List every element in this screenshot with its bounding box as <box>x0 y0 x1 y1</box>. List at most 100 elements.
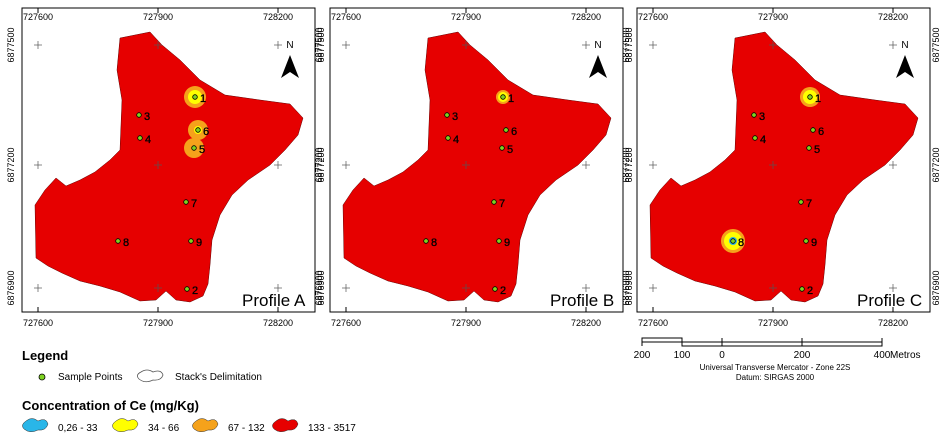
sample-point <box>445 135 451 141</box>
sample-point <box>499 145 505 151</box>
sample-label: 9 <box>811 237 817 249</box>
sample-point <box>799 286 805 292</box>
sample-point <box>195 127 201 133</box>
sample-point <box>807 94 813 100</box>
sample-label: 6 <box>818 126 824 138</box>
sample-label: 7 <box>499 198 505 210</box>
sample-point <box>806 145 812 151</box>
sample-point <box>184 286 190 292</box>
sample-label: 1 <box>815 93 821 105</box>
x-coordinate: 727600 <box>331 12 361 22</box>
stack-delimitation <box>342 31 612 303</box>
x-coordinate: 728200 <box>263 12 293 22</box>
sample-label: 5 <box>814 144 820 156</box>
y-coordinate: 6876900 <box>316 270 326 305</box>
sample-point <box>730 238 736 244</box>
scale-bar: 200 100 0 200 400 Metros Universal Transverse … <box>634 337 921 382</box>
scale-label: 100 <box>674 350 691 361</box>
class-label: 0,26 - 33 <box>58 423 98 434</box>
sample-point <box>803 238 809 244</box>
sample-label: 3 <box>452 111 458 123</box>
sample-point <box>751 112 757 118</box>
legend-item: Sample Points <box>58 372 122 383</box>
x-coordinate: 728200 <box>263 318 293 328</box>
sample-point <box>115 238 121 244</box>
sample-point <box>188 238 194 244</box>
legend-boundary-icon <box>137 369 164 383</box>
sample-label: 6 <box>203 126 209 138</box>
x-coordinate: 727900 <box>451 318 481 328</box>
legend-title: Legend <box>22 348 68 363</box>
north-arrow <box>281 55 299 78</box>
y-coordinate: 6876900 <box>931 270 941 305</box>
x-coordinate: 727900 <box>758 318 788 328</box>
sample-point <box>798 199 804 205</box>
scale-label: 200 <box>634 350 651 361</box>
class-swatch <box>272 418 299 432</box>
x-coordinate: 727900 <box>758 12 788 22</box>
north-arrow <box>896 55 914 78</box>
scale-label: 0 <box>719 350 725 361</box>
class-swatch <box>112 418 139 432</box>
sample-label: 9 <box>504 237 510 249</box>
north-label: N <box>594 40 601 51</box>
sample-label: 4 <box>760 134 766 146</box>
sample-label: 1 <box>200 93 206 105</box>
sample-label: 3 <box>144 111 150 123</box>
y-coordinate: 6876900 <box>624 270 634 305</box>
map-panel: 727600 727600 727900 727900 728200 728200 6877… <box>621 7 941 328</box>
x-coordinate: 727600 <box>638 318 668 328</box>
y-coordinate: 6877500 <box>314 27 324 62</box>
sample-label: 6 <box>511 126 517 138</box>
sample-point <box>423 238 429 244</box>
y-coordinate: 6877200 <box>621 147 631 182</box>
sample-label: 4 <box>145 134 151 146</box>
x-coordinate: 727600 <box>23 12 53 22</box>
panel-title: Profile C <box>857 291 922 310</box>
sample-point <box>500 94 506 100</box>
sample-label: 5 <box>199 144 205 156</box>
y-coordinate: 6876900 <box>6 270 16 305</box>
stack-delimitation <box>34 31 304 303</box>
y-coordinate: 6877200 <box>316 147 326 182</box>
sample-point <box>192 94 198 100</box>
sample-point <box>496 238 502 244</box>
class-swatch <box>22 418 49 432</box>
panel-title: Profile A <box>242 291 306 310</box>
sample-point <box>444 112 450 118</box>
x-coordinate: 727600 <box>331 318 361 328</box>
sample-label: 2 <box>500 285 506 297</box>
legend-item: Stack's Delimitation <box>175 372 262 383</box>
sample-label: 1 <box>508 93 514 105</box>
sample-label: 7 <box>191 198 197 210</box>
x-coordinate: 727600 <box>23 318 53 328</box>
x-coordinate: 728200 <box>571 12 601 22</box>
north-arrow <box>589 55 607 78</box>
sample-point <box>137 135 143 141</box>
north-label: N <box>901 40 908 51</box>
class-swatch <box>192 418 219 432</box>
sample-label: 8 <box>738 237 744 249</box>
y-coordinate: 6877500 <box>6 27 16 62</box>
scale-unit: Metros <box>890 350 921 361</box>
concentration-classes: 0,26 - 33 34 - 66 67 - 132 133 - 3517 <box>22 418 356 434</box>
y-coordinate: 6877200 <box>6 147 16 182</box>
scale-bar <box>641 337 883 347</box>
y-coordinate: 6877200 <box>314 147 324 182</box>
legend-point-icon <box>38 373 46 381</box>
sample-point <box>752 135 758 141</box>
north-label: N <box>286 40 293 51</box>
y-coordinate: 6877500 <box>624 27 634 62</box>
x-coordinate: 727900 <box>451 12 481 22</box>
y-coordinate: 6877200 <box>931 147 941 182</box>
sample-point <box>183 199 189 205</box>
scale-label: 400 <box>874 350 891 361</box>
sample-label: 4 <box>453 134 459 146</box>
x-coordinate: 728200 <box>571 318 601 328</box>
concentration-title: Concentration of Ce (mg/Kg) <box>22 398 199 413</box>
y-coordinate: 6877500 <box>931 27 941 62</box>
y-coordinate: 6876900 <box>314 270 324 305</box>
x-coordinate: 728200 <box>878 12 908 22</box>
panel-title: Profile B <box>550 291 614 310</box>
map-panel: 727600 727600 727900 727900 728200 728200 6877… <box>6 7 326 328</box>
